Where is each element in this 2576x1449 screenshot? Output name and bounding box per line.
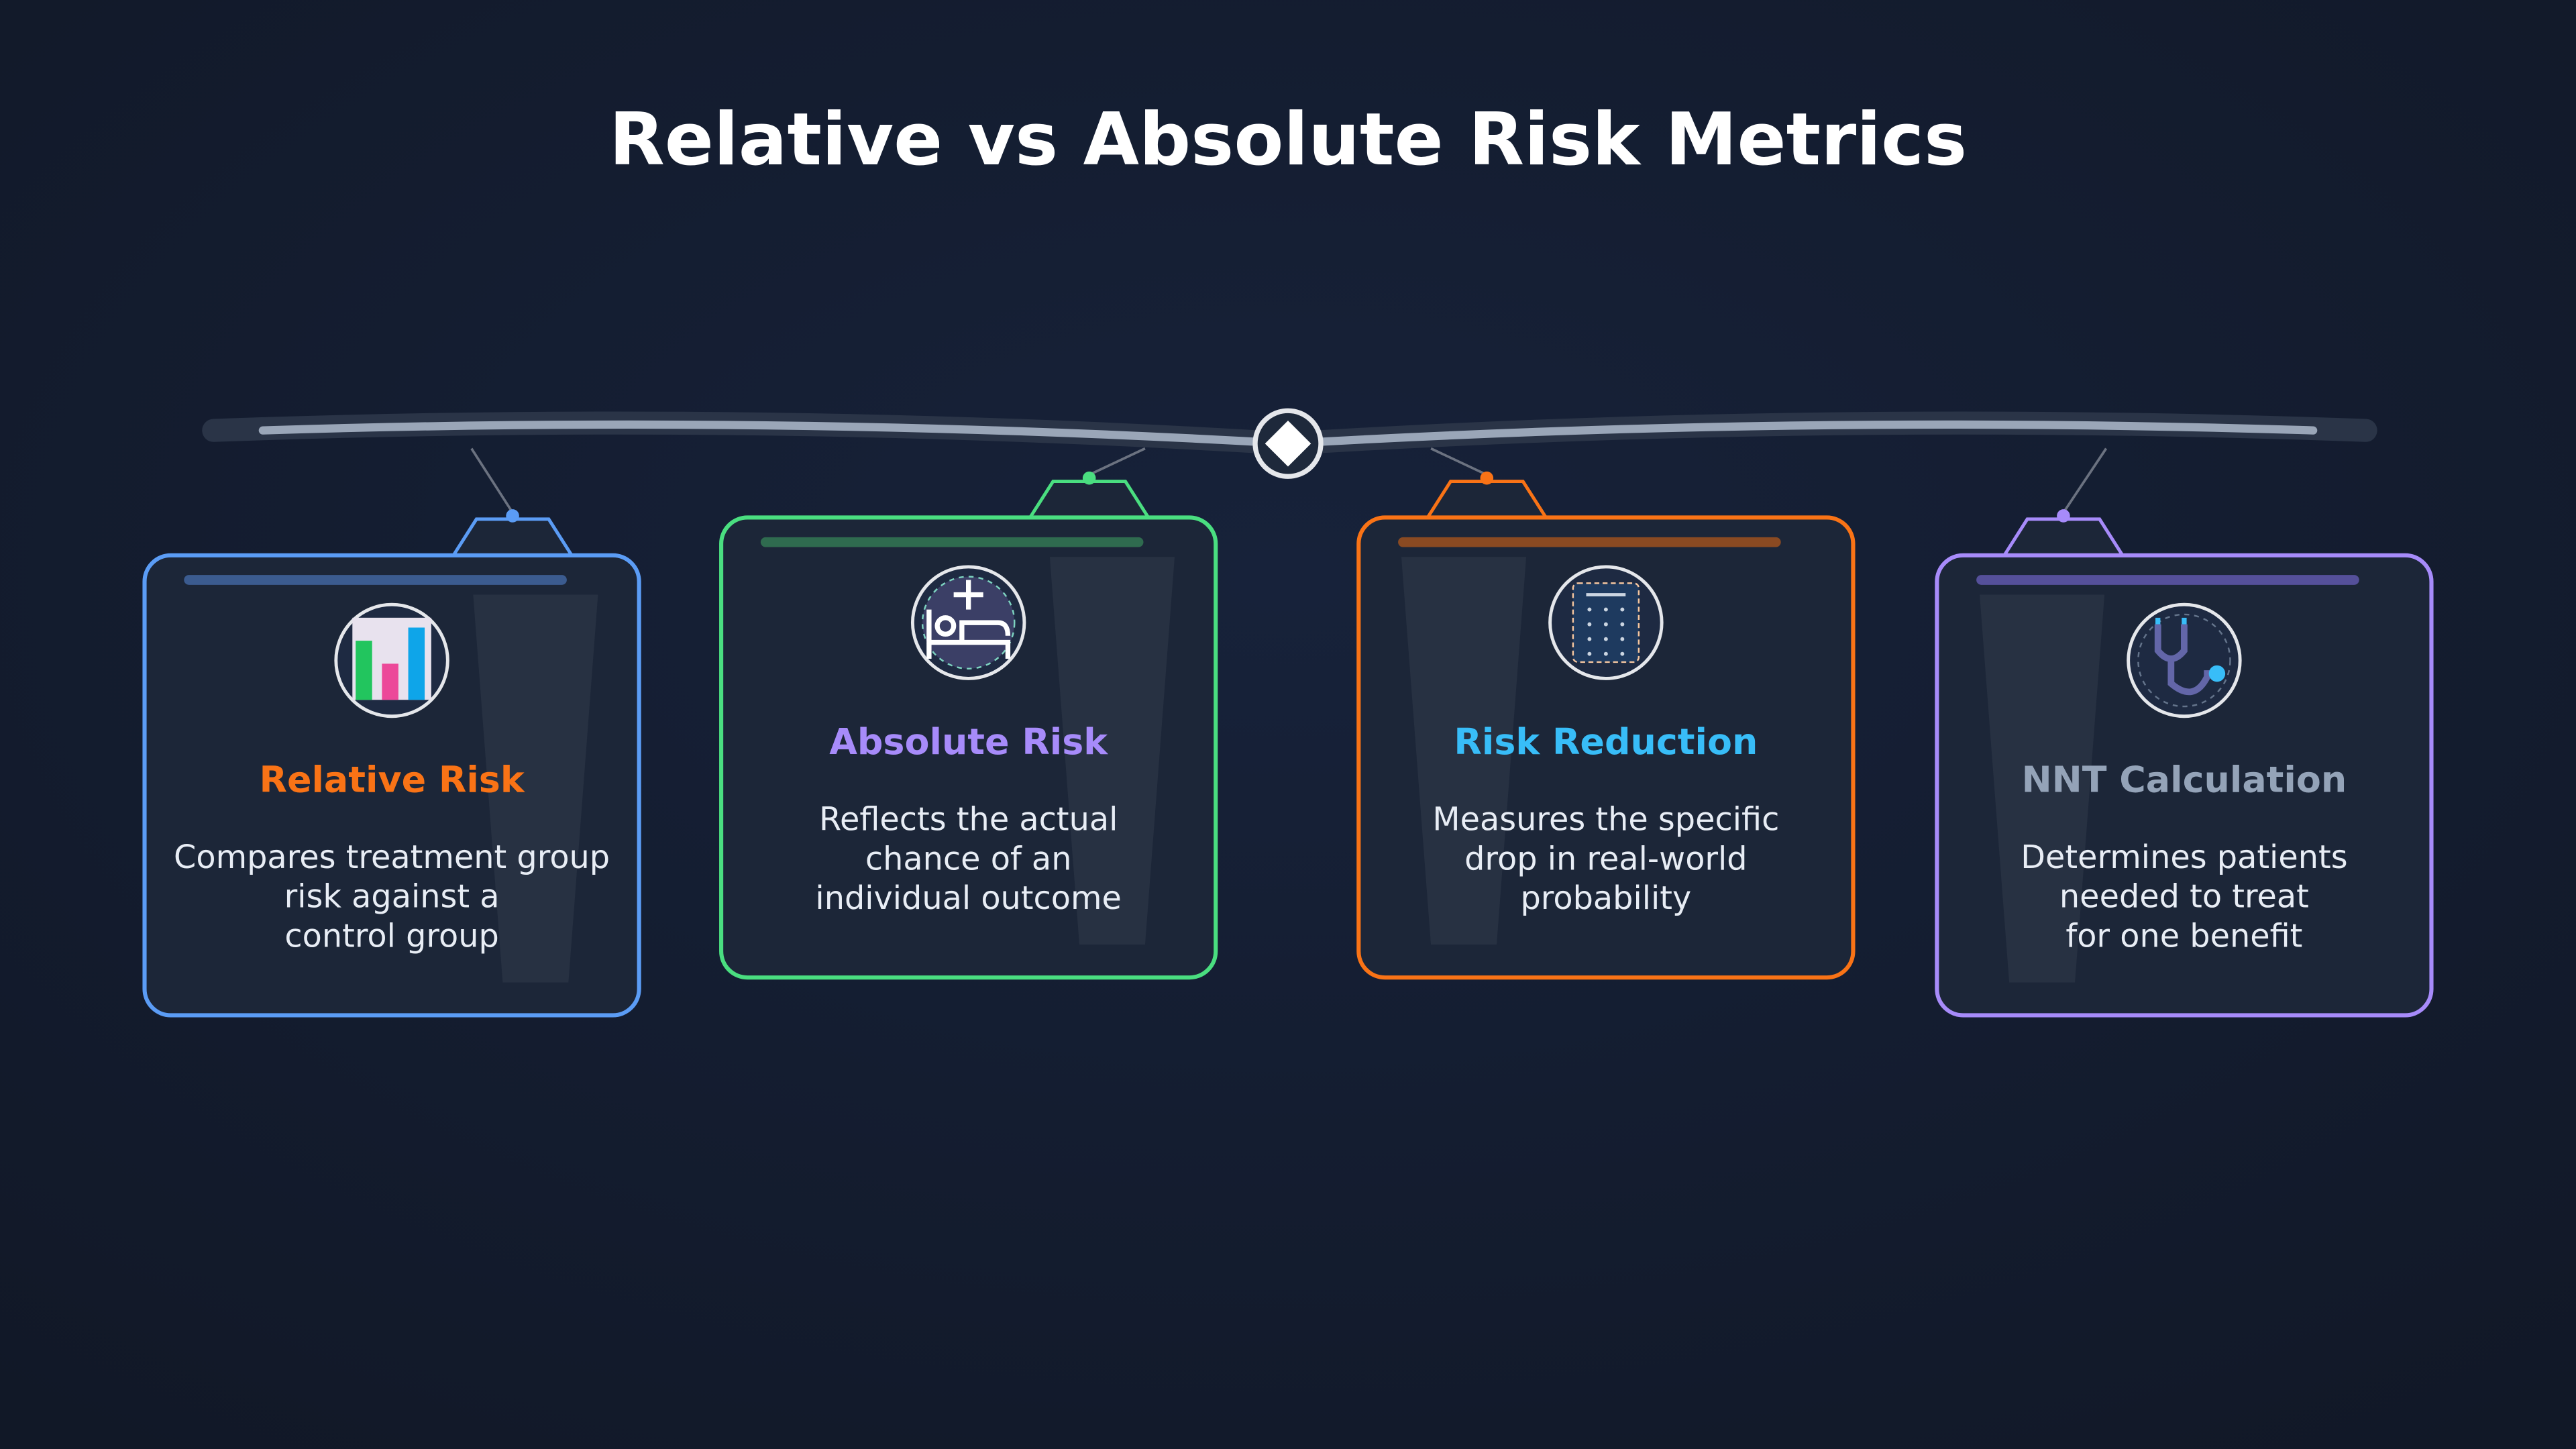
icon-part bbox=[1620, 607, 1625, 612]
icon-part bbox=[1620, 651, 1625, 656]
card-description: Measures the specific bbox=[1432, 801, 1779, 838]
card bbox=[1356, 515, 1856, 980]
card-description: needed to treat bbox=[2059, 879, 2309, 916]
card-description: Determines patients bbox=[2021, 839, 2347, 876]
connector bbox=[470, 447, 514, 514]
card-glare bbox=[1049, 557, 1175, 945]
card-title: NNT Calculation bbox=[2022, 758, 2347, 800]
card bbox=[142, 553, 641, 1018]
pivot-diamond bbox=[1265, 420, 1311, 467]
icon-part bbox=[1603, 607, 1608, 612]
icon-part bbox=[1603, 637, 1608, 641]
icon-part bbox=[1587, 651, 1592, 656]
icon-part bbox=[926, 580, 1011, 659]
cards: Relative Risk Compares treatment groupris… bbox=[142, 447, 2434, 1018]
icon-part bbox=[2137, 613, 2231, 708]
card-description: Reflects the actual bbox=[819, 801, 1118, 838]
icon-part bbox=[1587, 607, 1592, 612]
card-description: for one benefit bbox=[2065, 918, 2302, 955]
icon-part bbox=[1587, 622, 1592, 627]
card-description: Compares treatment group bbox=[174, 839, 610, 876]
icon-part bbox=[2208, 665, 2226, 682]
connector bbox=[1088, 447, 1146, 476]
card-description: probability bbox=[1520, 880, 1691, 917]
tab-dot bbox=[2057, 509, 2070, 523]
card-description: drop in real-world bbox=[1464, 841, 1748, 877]
card-glare bbox=[1401, 557, 1527, 945]
icon-part bbox=[2155, 617, 2187, 625]
card-title: Absolute Risk bbox=[829, 720, 1108, 763]
card-tab bbox=[1028, 480, 1150, 519]
connector bbox=[2062, 447, 2108, 514]
icon-part bbox=[1620, 637, 1625, 641]
tab-dot bbox=[1480, 471, 1494, 485]
icon-part bbox=[1587, 637, 1592, 641]
icon-part bbox=[408, 627, 425, 700]
card-bar bbox=[760, 537, 1144, 547]
icon-part bbox=[382, 663, 398, 700]
connector bbox=[1430, 447, 1488, 476]
card bbox=[719, 515, 1218, 980]
tab-dot bbox=[506, 509, 519, 523]
card-tab bbox=[1426, 480, 1548, 519]
card-description: risk against a bbox=[284, 879, 500, 916]
card-description: individual outcome bbox=[815, 880, 1121, 917]
icon-part bbox=[1603, 622, 1608, 627]
card-glare bbox=[473, 594, 598, 983]
card-title: Risk Reduction bbox=[1454, 720, 1758, 763]
icon-part bbox=[1603, 651, 1608, 656]
icon-part bbox=[934, 615, 957, 637]
card bbox=[1935, 553, 2434, 1018]
icon-part bbox=[2154, 624, 2211, 696]
card-tab bbox=[451, 517, 574, 557]
card-bar bbox=[1976, 575, 2359, 585]
icon-part bbox=[356, 641, 372, 700]
card-bar bbox=[1398, 537, 1781, 547]
tab-dot bbox=[1082, 471, 1096, 485]
card-tab bbox=[2002, 517, 2125, 557]
card-description: control group bbox=[284, 918, 498, 955]
card-title: Relative Risk bbox=[259, 758, 525, 800]
icon-part bbox=[1620, 622, 1625, 627]
card-glare bbox=[1980, 594, 2105, 983]
card-description: chance of an bbox=[865, 841, 1072, 877]
card-bar bbox=[184, 575, 567, 585]
title: Relative vs Absolute Risk Metrics bbox=[609, 98, 1967, 182]
